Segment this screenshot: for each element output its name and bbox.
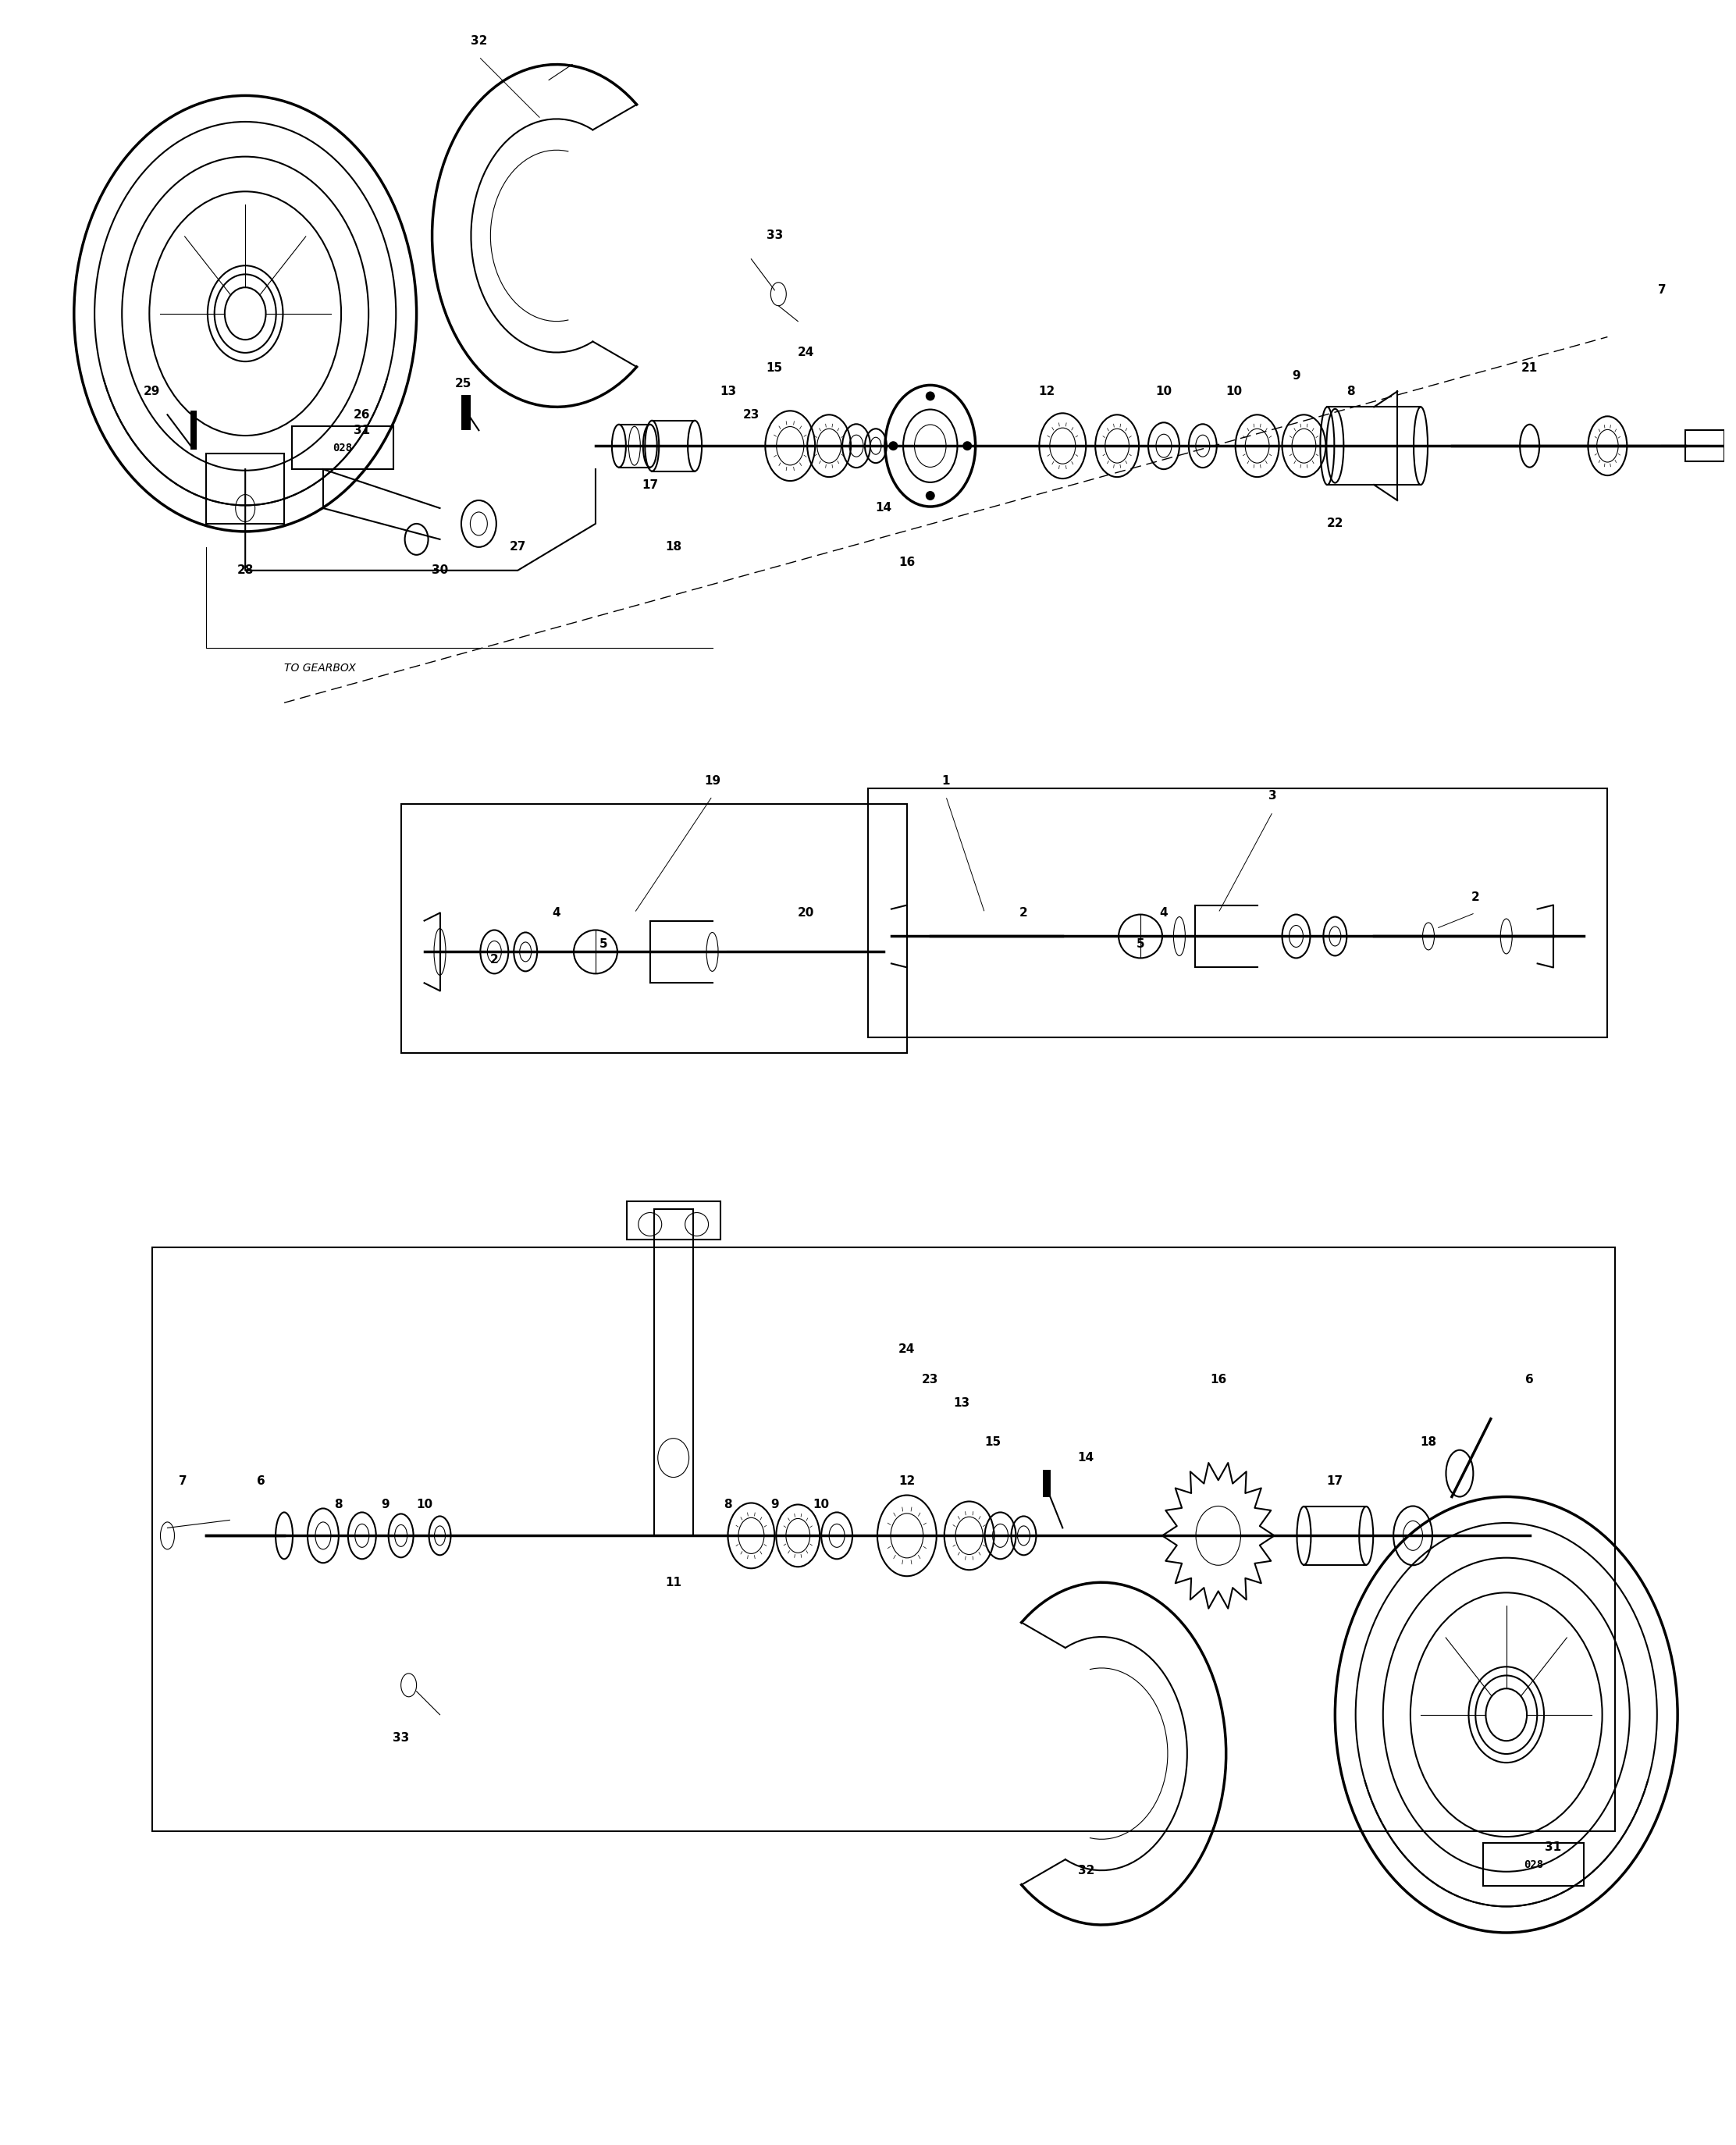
Text: 26: 26 <box>354 410 370 420</box>
Bar <box>654 1210 693 1536</box>
Text: 30: 30 <box>432 564 448 577</box>
Text: 22: 22 <box>1326 517 1344 530</box>
Text: 8: 8 <box>335 1499 342 1510</box>
Bar <box>1483 1843 1585 1885</box>
Text: 5: 5 <box>599 937 608 950</box>
Text: 19: 19 <box>705 774 720 787</box>
Text: 8: 8 <box>724 1499 733 1510</box>
Text: 10: 10 <box>1156 386 1172 397</box>
Text: 31: 31 <box>354 425 370 435</box>
Text: 8: 8 <box>1347 386 1354 397</box>
Bar <box>207 453 285 523</box>
Text: 14: 14 <box>1078 1452 1094 1463</box>
Text: 7: 7 <box>179 1476 187 1486</box>
Text: 6: 6 <box>1526 1375 1535 1386</box>
Text: TO GEARBOX: TO GEARBOX <box>285 663 356 674</box>
Bar <box>462 395 470 431</box>
Text: 9: 9 <box>1292 369 1300 382</box>
Text: 15: 15 <box>766 363 783 373</box>
Text: 4: 4 <box>552 907 561 918</box>
Text: 18: 18 <box>665 541 682 553</box>
Text: 6: 6 <box>257 1476 266 1486</box>
Text: 9: 9 <box>771 1499 779 1510</box>
Circle shape <box>925 390 936 401</box>
Text: 14: 14 <box>875 502 892 515</box>
Text: 7: 7 <box>1658 285 1667 296</box>
Text: 5: 5 <box>1137 937 1144 950</box>
Text: 4: 4 <box>1160 907 1168 918</box>
Circle shape <box>925 491 936 500</box>
Text: 32: 32 <box>470 34 488 47</box>
Text: 33: 33 <box>766 230 783 242</box>
Bar <box>191 412 196 450</box>
Text: 13: 13 <box>953 1399 970 1409</box>
Bar <box>868 789 1608 1038</box>
Text: 9: 9 <box>382 1499 389 1510</box>
Bar <box>1686 431 1724 461</box>
Text: 15: 15 <box>984 1437 1000 1448</box>
Circle shape <box>889 442 898 450</box>
Text: 16: 16 <box>899 558 915 568</box>
Bar <box>151 1248 1614 1832</box>
Text: 20: 20 <box>797 907 814 918</box>
Text: 10: 10 <box>1226 386 1241 397</box>
Text: 24: 24 <box>899 1343 915 1356</box>
Text: 10: 10 <box>812 1499 830 1510</box>
Text: 028: 028 <box>333 442 352 453</box>
Text: 11: 11 <box>665 1577 682 1587</box>
Circle shape <box>963 442 972 450</box>
Bar <box>627 1201 720 1240</box>
Text: 17: 17 <box>642 478 658 491</box>
Text: 31: 31 <box>1545 1840 1561 1853</box>
Text: 21: 21 <box>1521 363 1538 373</box>
Text: 2: 2 <box>1470 892 1479 903</box>
Text: 28: 28 <box>236 564 253 577</box>
Text: 27: 27 <box>509 541 526 553</box>
Text: 3: 3 <box>1269 789 1278 802</box>
Text: 16: 16 <box>1210 1375 1227 1386</box>
Text: 1: 1 <box>941 774 950 787</box>
Text: 33: 33 <box>392 1733 410 1744</box>
Text: 12: 12 <box>1038 386 1055 397</box>
Text: 23: 23 <box>922 1375 939 1386</box>
Text: 13: 13 <box>720 386 736 397</box>
Text: 12: 12 <box>899 1476 915 1486</box>
Bar <box>292 427 392 470</box>
Text: 10: 10 <box>417 1499 432 1510</box>
Text: 24: 24 <box>797 347 814 358</box>
Text: 23: 23 <box>743 410 760 420</box>
Text: 17: 17 <box>1326 1476 1344 1486</box>
Text: 25: 25 <box>455 378 472 390</box>
Bar <box>401 804 906 1053</box>
Text: 2: 2 <box>1019 907 1028 918</box>
Text: 32: 32 <box>1078 1864 1094 1877</box>
Text: 028: 028 <box>1524 1860 1543 1870</box>
Text: 29: 29 <box>144 386 160 397</box>
Bar <box>1043 1469 1050 1497</box>
Text: 2: 2 <box>490 955 498 965</box>
Text: 18: 18 <box>1420 1437 1437 1448</box>
